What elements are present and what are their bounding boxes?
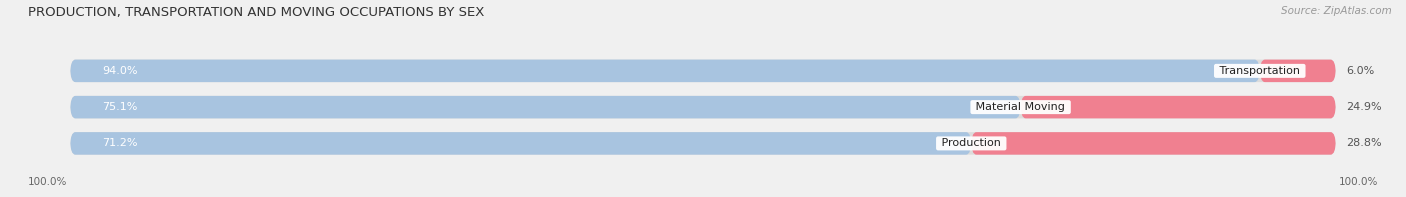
FancyBboxPatch shape — [1021, 96, 1336, 118]
FancyBboxPatch shape — [70, 132, 1336, 155]
Text: Production: Production — [938, 138, 1004, 148]
Text: 75.1%: 75.1% — [103, 102, 138, 112]
Text: 28.8%: 28.8% — [1346, 138, 1382, 148]
Legend: Male, Female: Male, Female — [643, 193, 763, 197]
FancyBboxPatch shape — [70, 96, 1336, 118]
Text: 100.0%: 100.0% — [28, 177, 67, 187]
Text: Material Moving: Material Moving — [973, 102, 1069, 112]
Text: 24.9%: 24.9% — [1346, 102, 1382, 112]
Text: Transportation: Transportation — [1216, 66, 1303, 76]
Text: 94.0%: 94.0% — [103, 66, 138, 76]
FancyBboxPatch shape — [70, 60, 1260, 82]
Text: PRODUCTION, TRANSPORTATION AND MOVING OCCUPATIONS BY SEX: PRODUCTION, TRANSPORTATION AND MOVING OC… — [28, 6, 485, 19]
FancyBboxPatch shape — [1260, 60, 1336, 82]
FancyBboxPatch shape — [70, 60, 1336, 82]
Text: Source: ZipAtlas.com: Source: ZipAtlas.com — [1281, 6, 1392, 16]
Text: 6.0%: 6.0% — [1346, 66, 1374, 76]
FancyBboxPatch shape — [972, 132, 1336, 155]
Text: 100.0%: 100.0% — [1339, 177, 1378, 187]
FancyBboxPatch shape — [70, 96, 1021, 118]
Text: 71.2%: 71.2% — [103, 138, 138, 148]
FancyBboxPatch shape — [70, 132, 972, 155]
